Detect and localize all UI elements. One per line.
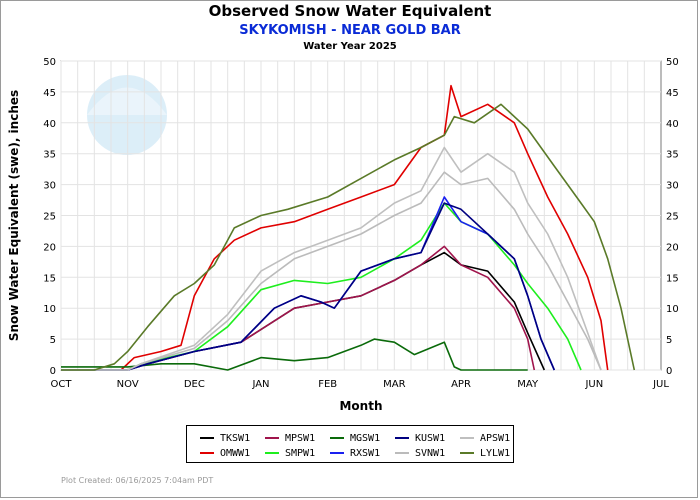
legend-swatch: [395, 452, 409, 454]
legend-swatch: [460, 437, 474, 439]
y-tick-label-left: 20: [43, 242, 56, 253]
legend-swatch: [330, 452, 344, 454]
x-tick-label: MAY: [517, 379, 539, 390]
legend-item: RXSW1: [330, 446, 380, 460]
legend-label: MPSW1: [285, 432, 316, 444]
legend-item: MPSW1: [265, 431, 315, 445]
legend-swatch: [265, 452, 279, 454]
y-tick-label-right: 10: [666, 304, 679, 315]
legend-item: LYLW1: [460, 446, 510, 460]
x-axis-title: Month: [339, 399, 382, 413]
series-line-svnw1: [61, 171, 602, 371]
x-tick-label: JUL: [652, 379, 669, 390]
legend-label: SMPW1: [285, 447, 316, 459]
legend-label: TKSW1: [220, 432, 251, 444]
y-tick-label-left: 0: [50, 366, 56, 377]
legend-item: TKSW1: [200, 431, 250, 445]
x-tick-label: OCT: [51, 379, 73, 390]
y-tick-label-right: 45: [666, 88, 679, 99]
y-tick-label-left: 40: [43, 119, 56, 130]
legend-item: SVNW1: [395, 446, 445, 460]
series-line-kusw1: [61, 202, 556, 371]
legend-item: SMPW1: [265, 446, 315, 460]
legend-label: SVNW1: [415, 447, 446, 459]
legend-label: MGSW1: [350, 432, 381, 444]
y-tick-label-right: 0: [666, 366, 672, 377]
noaa-logo-gull-icon: [87, 87, 167, 115]
series-line-omww1: [61, 84, 609, 371]
series-line-lylw1: [61, 103, 636, 371]
y-tick-label-right: 35: [666, 150, 679, 161]
legend-label: RXSW1: [350, 447, 381, 459]
series-line-rxsw1: [61, 196, 556, 371]
y-tick-label-left: 5: [50, 335, 56, 346]
y-tick-label-right: 25: [666, 212, 679, 223]
chart-subtitle: SKYKOMISH - NEAR GOLD BAR: [239, 23, 461, 38]
legend-item: APSW1: [460, 431, 510, 445]
y-tick-label-left: 45: [43, 88, 56, 99]
y-tick-label-left: 50: [43, 57, 56, 68]
plot-created-footnote: Plot Created: 06/16/2025 7:04am PDT: [61, 476, 214, 485]
y-tick-label-right: 20: [666, 242, 679, 253]
legend-swatch: [265, 437, 279, 439]
legend-label: KUSW1: [415, 432, 446, 444]
legend-swatch: [330, 437, 344, 439]
x-tick-label: JUN: [584, 379, 603, 390]
y-tick-label-left: 35: [43, 150, 56, 161]
y-tick-label-right: 40: [666, 119, 679, 130]
y-tick-label-left: 30: [43, 181, 56, 192]
legend-swatch: [460, 452, 474, 454]
legend-label: APSW1: [480, 432, 511, 444]
x-tick-label: FEB: [318, 379, 337, 390]
y-tick-label-right: 50: [666, 57, 679, 68]
legend-item: KUSW1: [395, 431, 445, 445]
series-line-mgsw1: [61, 338, 528, 371]
chart-legend: TKSW1 MPSW1 MGSW1 KUSW1 APSW1 OMWW1 SMPW1 RXSW1…: [186, 425, 514, 463]
x-tick-label: DEC: [184, 379, 205, 390]
y-tick-label-right: 15: [666, 273, 679, 284]
legend-item: MGSW1: [330, 431, 380, 445]
legend-item: OMWW1: [200, 446, 250, 460]
chart-title: Observed Snow Water Equivalent: [208, 2, 492, 20]
series-line-apsw1: [61, 146, 602, 371]
y-tick-label-left: 25: [43, 212, 56, 223]
x-tick-label: NOV: [117, 379, 139, 390]
legend-label: OMWW1: [220, 447, 251, 459]
x-tick-label: JAN: [251, 379, 269, 390]
legend-swatch: [200, 437, 214, 439]
legend-swatch: [395, 437, 409, 439]
series-line-smpw1: [61, 202, 582, 371]
legend-swatch: [200, 452, 214, 454]
y-tick-label-left: 15: [43, 273, 56, 284]
chart-year: Water Year 2025: [303, 41, 397, 52]
y-tick-label-right: 5: [666, 335, 672, 346]
y-tick-label-left: 10: [43, 304, 56, 315]
y-axis-title: Snow Water Equivalent (swe), inches: [7, 90, 21, 341]
legend-label: LYLW1: [480, 447, 511, 459]
y-tick-label-right: 30: [666, 181, 679, 192]
x-tick-label: APR: [451, 379, 471, 390]
x-tick-label: MAR: [383, 379, 405, 390]
